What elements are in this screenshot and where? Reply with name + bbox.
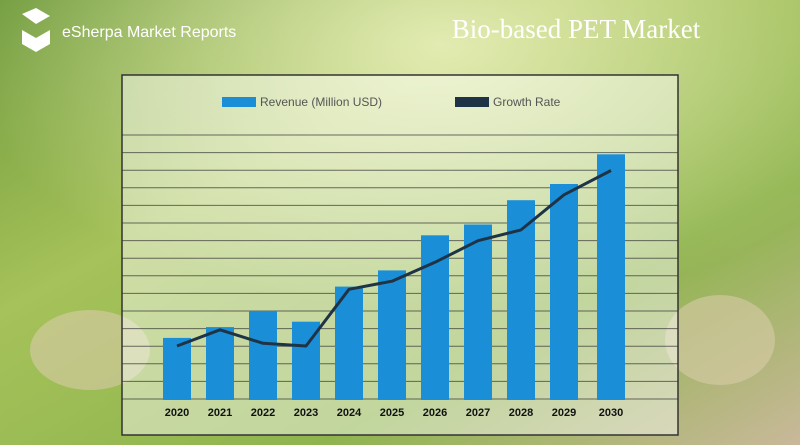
x-tick-label: 2023 — [294, 407, 318, 419]
line — [176, 169, 612, 348]
legend-label: Revenue (Million USD) — [260, 95, 382, 109]
x-tick-label: 2028 — [509, 407, 533, 419]
x-tick-label: 2027 — [466, 407, 490, 419]
bar — [163, 337, 191, 400]
bar — [421, 235, 449, 400]
legend-swatch — [455, 97, 489, 107]
bar — [464, 224, 492, 400]
x-tick-label: 2022 — [251, 407, 275, 419]
decor-coins — [30, 310, 150, 390]
chart-title: Bio-based PET Market — [452, 14, 701, 44]
legend-label: Growth Rate — [493, 95, 561, 109]
decor-coins — [665, 295, 775, 385]
x-tick-label: 2029 — [552, 407, 576, 419]
marks — [163, 154, 625, 400]
bar — [335, 286, 363, 400]
x-tick-label: 2021 — [208, 407, 232, 419]
x-tick-label: 2026 — [423, 407, 447, 419]
bar — [550, 184, 578, 400]
bar — [206, 327, 234, 400]
x-tick-label: 2024 — [337, 407, 362, 419]
brand-name: eSherpa Market Reports — [62, 24, 236, 41]
bar — [378, 270, 406, 400]
x-tick-label: 2020 — [165, 407, 189, 419]
x-tick-label: 2030 — [599, 407, 623, 419]
x-tick-label: 2025 — [380, 407, 404, 419]
logo: eSherpa Market Reports — [22, 8, 236, 52]
bar — [249, 310, 277, 400]
bar — [597, 154, 625, 400]
logo-icon — [22, 8, 50, 52]
legend-swatch — [222, 97, 256, 107]
